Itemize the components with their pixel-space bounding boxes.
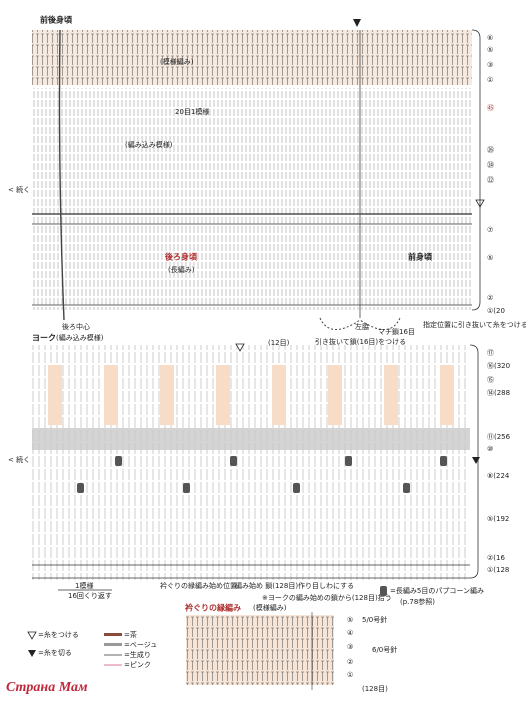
popcorn-symbol [380,586,387,596]
row-label: ㉒ [487,176,494,184]
label: 後ろ身頃 [164,252,198,262]
attach-marker [475,199,485,208]
cut-symbol [28,650,36,657]
label: < 続く [8,455,30,464]
row-label: ⑤ [347,616,353,624]
label: 衿ぐりの縁編み始め位置 [160,581,237,590]
row-label: ⑩ [487,445,493,453]
gray-band [32,428,470,450]
row-label: ⑰ [487,349,494,357]
row-label: ① [347,671,353,679]
row-label: ②(16 [487,554,505,562]
row-label: ㉖ [487,146,494,154]
label: 編み始め 鎖(128目)作り目しわにする [235,581,354,590]
row-label: ⑧(224 [487,472,510,480]
row-labels: ⑰ ⑯(320 ⑮ ⑭(288 ⑪(256 ⑩ ⑧(224 ⑤(192 ②(16… [487,349,511,574]
note: 後ろ中心 [62,322,90,331]
label: 前身頃 [408,252,433,262]
title: 衿ぐりの縁編み [184,603,241,613]
title: ヨーク [32,333,56,343]
stitch-area [32,30,472,85]
label: (長編み) [168,265,195,274]
row-label: ㊺ [487,104,494,112]
label: 16回くり返す [68,592,112,600]
watermark: Страна Мам [6,680,88,695]
swatch [104,643,122,646]
row-label: ⑥ [487,34,493,42]
row-label: ①(128 [487,566,509,574]
note: マチ鎖16目 [378,327,415,336]
row-label: ⑦ [487,226,493,234]
label: (12目) [268,339,290,347]
attach-symbol [27,631,37,640]
row-label: ③ [487,61,493,69]
cut-marker [472,457,480,464]
note: 左脇 [355,322,369,331]
cut-marker [353,19,361,27]
label: 1模様 [75,581,93,590]
row-label: ⑭(288 [487,389,510,397]
label: < 続く [8,185,30,194]
legend-text: =糸を切る [38,648,72,657]
label: 20目1模様 [175,107,209,116]
subtitle: (模様編み) [253,603,287,612]
title: 前後身頃 [40,15,73,25]
swatch [104,633,122,636]
label: ※ヨークの編み始めの鎖から(128目)拾う [262,593,392,602]
stitch-area [32,88,472,310]
row-label: ㉔ [487,161,494,169]
row-label: ①(20 [487,307,505,315]
needle: 6/0号針 [372,645,397,654]
note: 指定位置に引き抜いて糸をつける [423,320,526,329]
row-label: ⑤(192 [487,515,509,523]
subtitle: (編み込み模様) [56,333,104,342]
top-chart [32,19,485,330]
legend-text: =ピンク [124,661,151,669]
legend-text: =ベージュ [124,641,157,649]
row-label: ① [487,76,493,84]
stitch-area [32,345,470,580]
row-label: ⑤ [487,254,493,262]
row-label: ② [487,294,493,302]
row-label: ⑪(256 [487,433,511,441]
label: (編み込み模様) [125,140,173,149]
yoke-chart [32,343,480,591]
gusset [319,317,401,330]
peach-blocks [48,365,454,425]
row-label: ③ [347,643,353,651]
note: 引き抜いて鎖(16目)をつける [315,337,406,346]
row-label: ④ [347,629,353,637]
row-label: ② [347,658,353,666]
row-label: ⑮ [487,376,494,384]
stitch-area [186,615,334,685]
legend-text: =茶 [124,630,137,639]
attach-marker [235,343,245,352]
legend-text: =糸をつける [38,630,79,639]
needle: 5/0号針 [362,615,387,624]
stitch-count: (128目) [362,685,388,693]
legend-text: =長編み5目のパプコーン編み [390,586,484,595]
legend-text: (p.78参照) [400,597,435,606]
popcorns [77,456,447,493]
label: (模様編み) [160,57,194,66]
center-line [58,29,65,321]
legend-text: =生成り [124,650,151,659]
row-label: ⑤ [487,46,493,54]
row-labels: ⑥ ⑤ ③ ① ㊺ ㉖ ㉔ ㉒ ⑦ ⑤ ② ①(20 [487,34,505,315]
bracket [471,29,481,311]
row-label: ⑯(320 [487,362,510,370]
